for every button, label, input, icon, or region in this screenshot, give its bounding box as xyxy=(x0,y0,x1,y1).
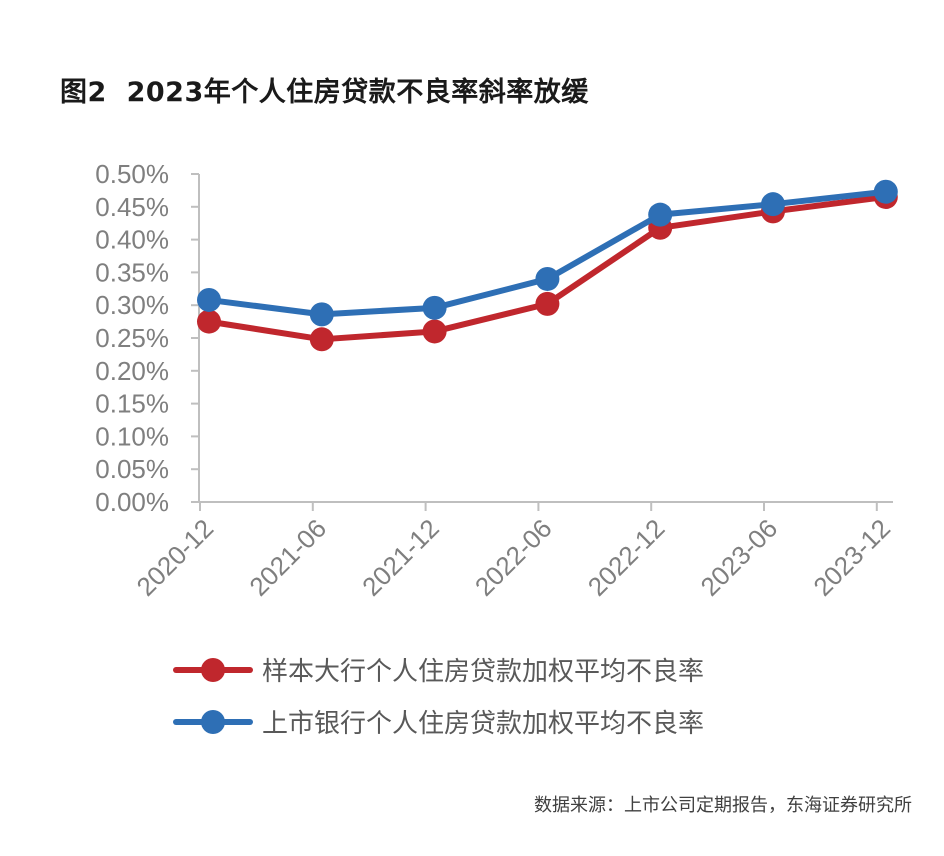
y-axis-tick-label: 0.50% xyxy=(95,159,169,189)
y-axis-tick-label: 0.10% xyxy=(95,421,169,451)
data-point xyxy=(648,202,673,227)
x-axis-tick-label: 2020-12 xyxy=(131,513,220,602)
data-point xyxy=(422,319,447,344)
y-axis-tick-labels: 0.00%0.05%0.10%0.15%0.20%0.25%0.30%0.35%… xyxy=(95,159,169,517)
series-lines xyxy=(197,179,898,352)
y-axis-tick-label: 0.35% xyxy=(95,257,169,287)
data-point xyxy=(309,302,334,327)
source-note: 数据来源：上市公司定期报告，东海证券研究所 xyxy=(534,795,912,816)
series-2 xyxy=(197,179,898,327)
x-axis-tick-label: 2022-06 xyxy=(469,513,558,602)
data-point xyxy=(197,287,221,312)
y-axis-tick-label: 0.45% xyxy=(95,192,169,222)
y-axis-tick-label: 0.30% xyxy=(95,290,169,320)
data-point xyxy=(535,291,560,316)
axes xyxy=(191,173,893,511)
y-axis-tick-label: 0.20% xyxy=(95,356,169,386)
legend-label: 样本大行个人住房贷款加权平均不良率 xyxy=(262,657,704,687)
y-axis-tick-label: 0.00% xyxy=(95,487,169,517)
x-axis-tick-label: 2021-06 xyxy=(243,513,332,602)
legend-item: 样本大行个人住房贷款加权平均不良率 xyxy=(173,657,704,687)
legend-swatch-marker xyxy=(201,710,225,734)
legend-swatch-marker xyxy=(201,658,225,682)
x-axis-tick-labels: 2020-12 2021-06 2021-12 2022-06 2022-12 2023-… xyxy=(131,513,896,602)
y-axis-tick-label: 0.40% xyxy=(95,225,169,255)
y-axis-tick-label: 0.25% xyxy=(95,323,169,353)
y-axis-tick-label: 0.05% xyxy=(95,454,169,484)
x-axis-tick-label: 2023-12 xyxy=(807,513,896,602)
chart-title: 图2 2023年个人住房贷款不良率斜率放缓 xyxy=(60,77,589,108)
legend-label: 上市银行个人住房贷款加权平均不良率 xyxy=(262,709,704,739)
data-point xyxy=(309,327,334,352)
data-point xyxy=(197,309,221,334)
data-point xyxy=(873,179,898,204)
x-axis-tick-label: 2022-12 xyxy=(582,513,671,602)
data-point xyxy=(422,295,447,320)
data-point xyxy=(761,192,785,217)
x-axis-tick-label: 2023-06 xyxy=(695,513,784,602)
legend-item: 上市银行个人住房贷款加权平均不良率 xyxy=(173,709,704,739)
y-axis-tick-label: 0.15% xyxy=(95,389,169,419)
x-axis-tick-label: 2021-12 xyxy=(356,513,445,602)
data-point xyxy=(535,266,560,291)
